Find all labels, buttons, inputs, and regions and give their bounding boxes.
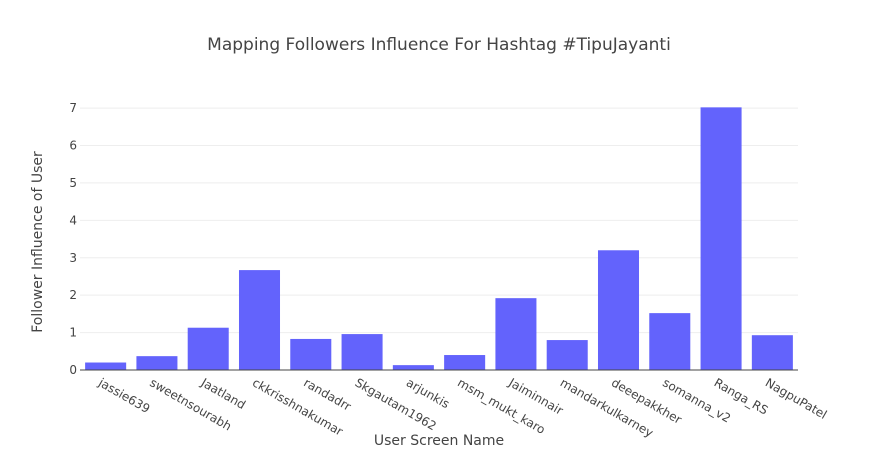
bar[interactable] (546, 340, 588, 370)
bar[interactable] (700, 107, 742, 371)
bar[interactable] (751, 335, 793, 370)
y-tick-label: 2 (69, 288, 77, 302)
y-tick-labels: 0 1 2 3 4 5 6 7 (69, 101, 77, 377)
x-tick-label: NagpuPatel (763, 375, 829, 421)
bar[interactable] (238, 270, 281, 370)
y-tick-label: 6 (69, 139, 77, 153)
y-tick-label: 0 (69, 363, 77, 377)
bar[interactable] (649, 313, 691, 370)
gridlines (80, 107, 798, 334)
bars (85, 107, 793, 371)
y-tick-label: 7 (69, 101, 77, 115)
chart-title: Mapping Followers Influence For Hashtag … (207, 35, 671, 55)
x-tick-label: jassie639 (95, 375, 152, 416)
y-axis-title: Follower Influence of User (30, 151, 46, 333)
x-axis-title: User Screen Name (374, 433, 504, 449)
bar[interactable] (341, 334, 383, 370)
bar[interactable] (495, 298, 537, 370)
bar[interactable] (597, 250, 640, 370)
bar[interactable] (187, 327, 229, 370)
bar[interactable] (136, 356, 178, 370)
bar[interactable] (85, 362, 127, 370)
bar[interactable] (392, 365, 434, 370)
bar[interactable] (290, 338, 332, 370)
y-tick-label: 3 (69, 251, 77, 265)
x-tick-label: msm_mukt_karo (455, 375, 547, 436)
y-tick-label: 5 (69, 176, 77, 190)
x-tick-label: mandarkulkarney (558, 375, 656, 440)
y-tick-label: 1 (69, 326, 77, 340)
x-tick-label: ckkrisshnakumar (250, 375, 345, 438)
bar[interactable] (444, 355, 486, 370)
y-tick-label: 4 (69, 213, 77, 227)
